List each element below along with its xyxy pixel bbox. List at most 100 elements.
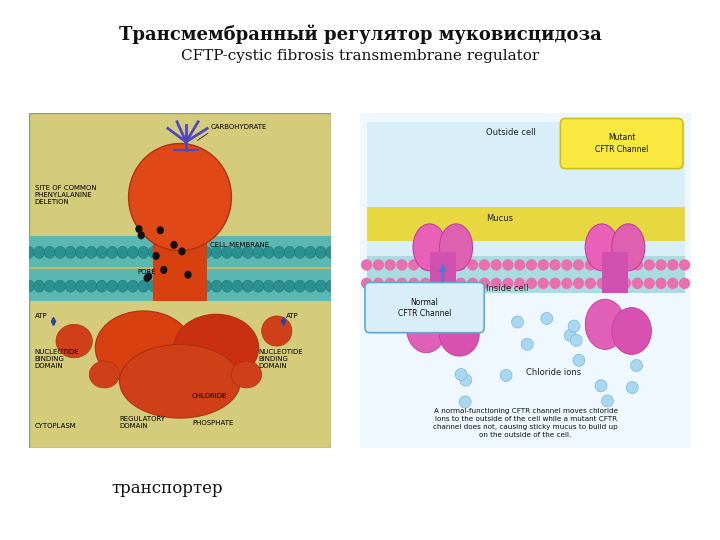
Circle shape [160,266,168,274]
Circle shape [564,329,576,341]
Circle shape [222,246,233,258]
Circle shape [585,278,596,289]
Circle shape [117,246,128,258]
Circle shape [679,278,690,289]
Circle shape [514,278,526,289]
Ellipse shape [406,302,446,353]
Circle shape [184,271,192,279]
Circle shape [500,369,512,381]
Circle shape [96,280,107,292]
Text: Трансмембранный регулятор муковисцидоза: Трансмембранный регулятор муковисцидоза [119,24,601,44]
Circle shape [138,246,149,258]
Circle shape [679,259,690,271]
Ellipse shape [89,361,120,388]
FancyBboxPatch shape [365,282,484,333]
Circle shape [526,259,537,271]
Circle shape [117,280,128,292]
Circle shape [384,278,396,289]
Text: CARBOHYDRATE: CARBOHYDRATE [210,124,266,130]
Circle shape [596,278,608,289]
Circle shape [384,259,396,271]
Circle shape [467,278,478,289]
Circle shape [568,320,580,332]
Circle shape [573,259,584,271]
Circle shape [608,278,619,289]
Circle shape [232,280,243,292]
Circle shape [596,259,608,271]
Circle shape [55,280,66,292]
Circle shape [211,280,222,292]
Circle shape [538,278,549,289]
Circle shape [632,259,643,271]
Circle shape [467,259,478,271]
Text: Chloride ions: Chloride ions [526,368,581,376]
Text: PORE: PORE [138,269,156,275]
Circle shape [479,259,490,271]
Text: PHOSPHATE: PHOSPHATE [192,420,233,426]
Circle shape [76,280,86,292]
Circle shape [361,259,372,271]
Circle shape [667,259,678,271]
Circle shape [65,246,76,258]
Circle shape [644,259,655,271]
Bar [602,252,629,293]
Circle shape [620,278,631,289]
Bar [366,207,685,241]
Circle shape [595,380,607,392]
Circle shape [305,246,316,258]
Circle shape [538,259,549,271]
Bar [366,274,685,293]
Circle shape [34,246,45,258]
Circle shape [65,280,76,292]
Circle shape [264,246,274,258]
Text: CYTOPLASM: CYTOPLASM [35,423,76,429]
Bar [29,269,331,301]
Ellipse shape [585,224,618,271]
Circle shape [96,246,107,258]
Circle shape [107,246,117,258]
Ellipse shape [413,224,446,271]
Circle shape [490,278,502,289]
Circle shape [157,226,164,234]
Circle shape [86,246,96,258]
Circle shape [138,231,145,239]
Circle shape [211,246,222,258]
Bar [29,235,331,301]
Circle shape [455,332,467,344]
Circle shape [512,316,523,328]
Circle shape [294,280,305,292]
Circle shape [490,259,502,271]
Circle shape [253,246,264,258]
Circle shape [44,246,55,258]
Circle shape [127,246,138,258]
Circle shape [107,280,117,292]
FancyBboxPatch shape [356,110,695,451]
Circle shape [549,259,561,271]
Circle shape [444,259,455,271]
Circle shape [549,278,561,289]
Circle shape [541,313,553,325]
Circle shape [432,259,443,271]
Circle shape [373,259,384,271]
Circle shape [455,259,467,271]
Text: Mucus: Mucus [486,213,513,222]
Circle shape [626,382,638,394]
Circle shape [521,338,534,350]
Circle shape [294,246,305,258]
Ellipse shape [261,316,292,346]
Circle shape [23,246,35,258]
Circle shape [408,259,419,271]
Text: NUCLEOTIDE
BINDING
DOMAIN: NUCLEOTIDE BINDING DOMAIN [35,349,79,369]
Circle shape [603,312,616,323]
Circle shape [460,374,472,386]
Circle shape [201,280,212,292]
Circle shape [444,278,455,289]
Circle shape [655,259,667,271]
Circle shape [148,246,159,258]
Circle shape [180,280,191,292]
Circle shape [325,280,337,292]
Ellipse shape [120,345,240,418]
Circle shape [573,278,584,289]
Circle shape [479,278,490,289]
Text: CHLORIDE: CHLORIDE [192,393,228,399]
